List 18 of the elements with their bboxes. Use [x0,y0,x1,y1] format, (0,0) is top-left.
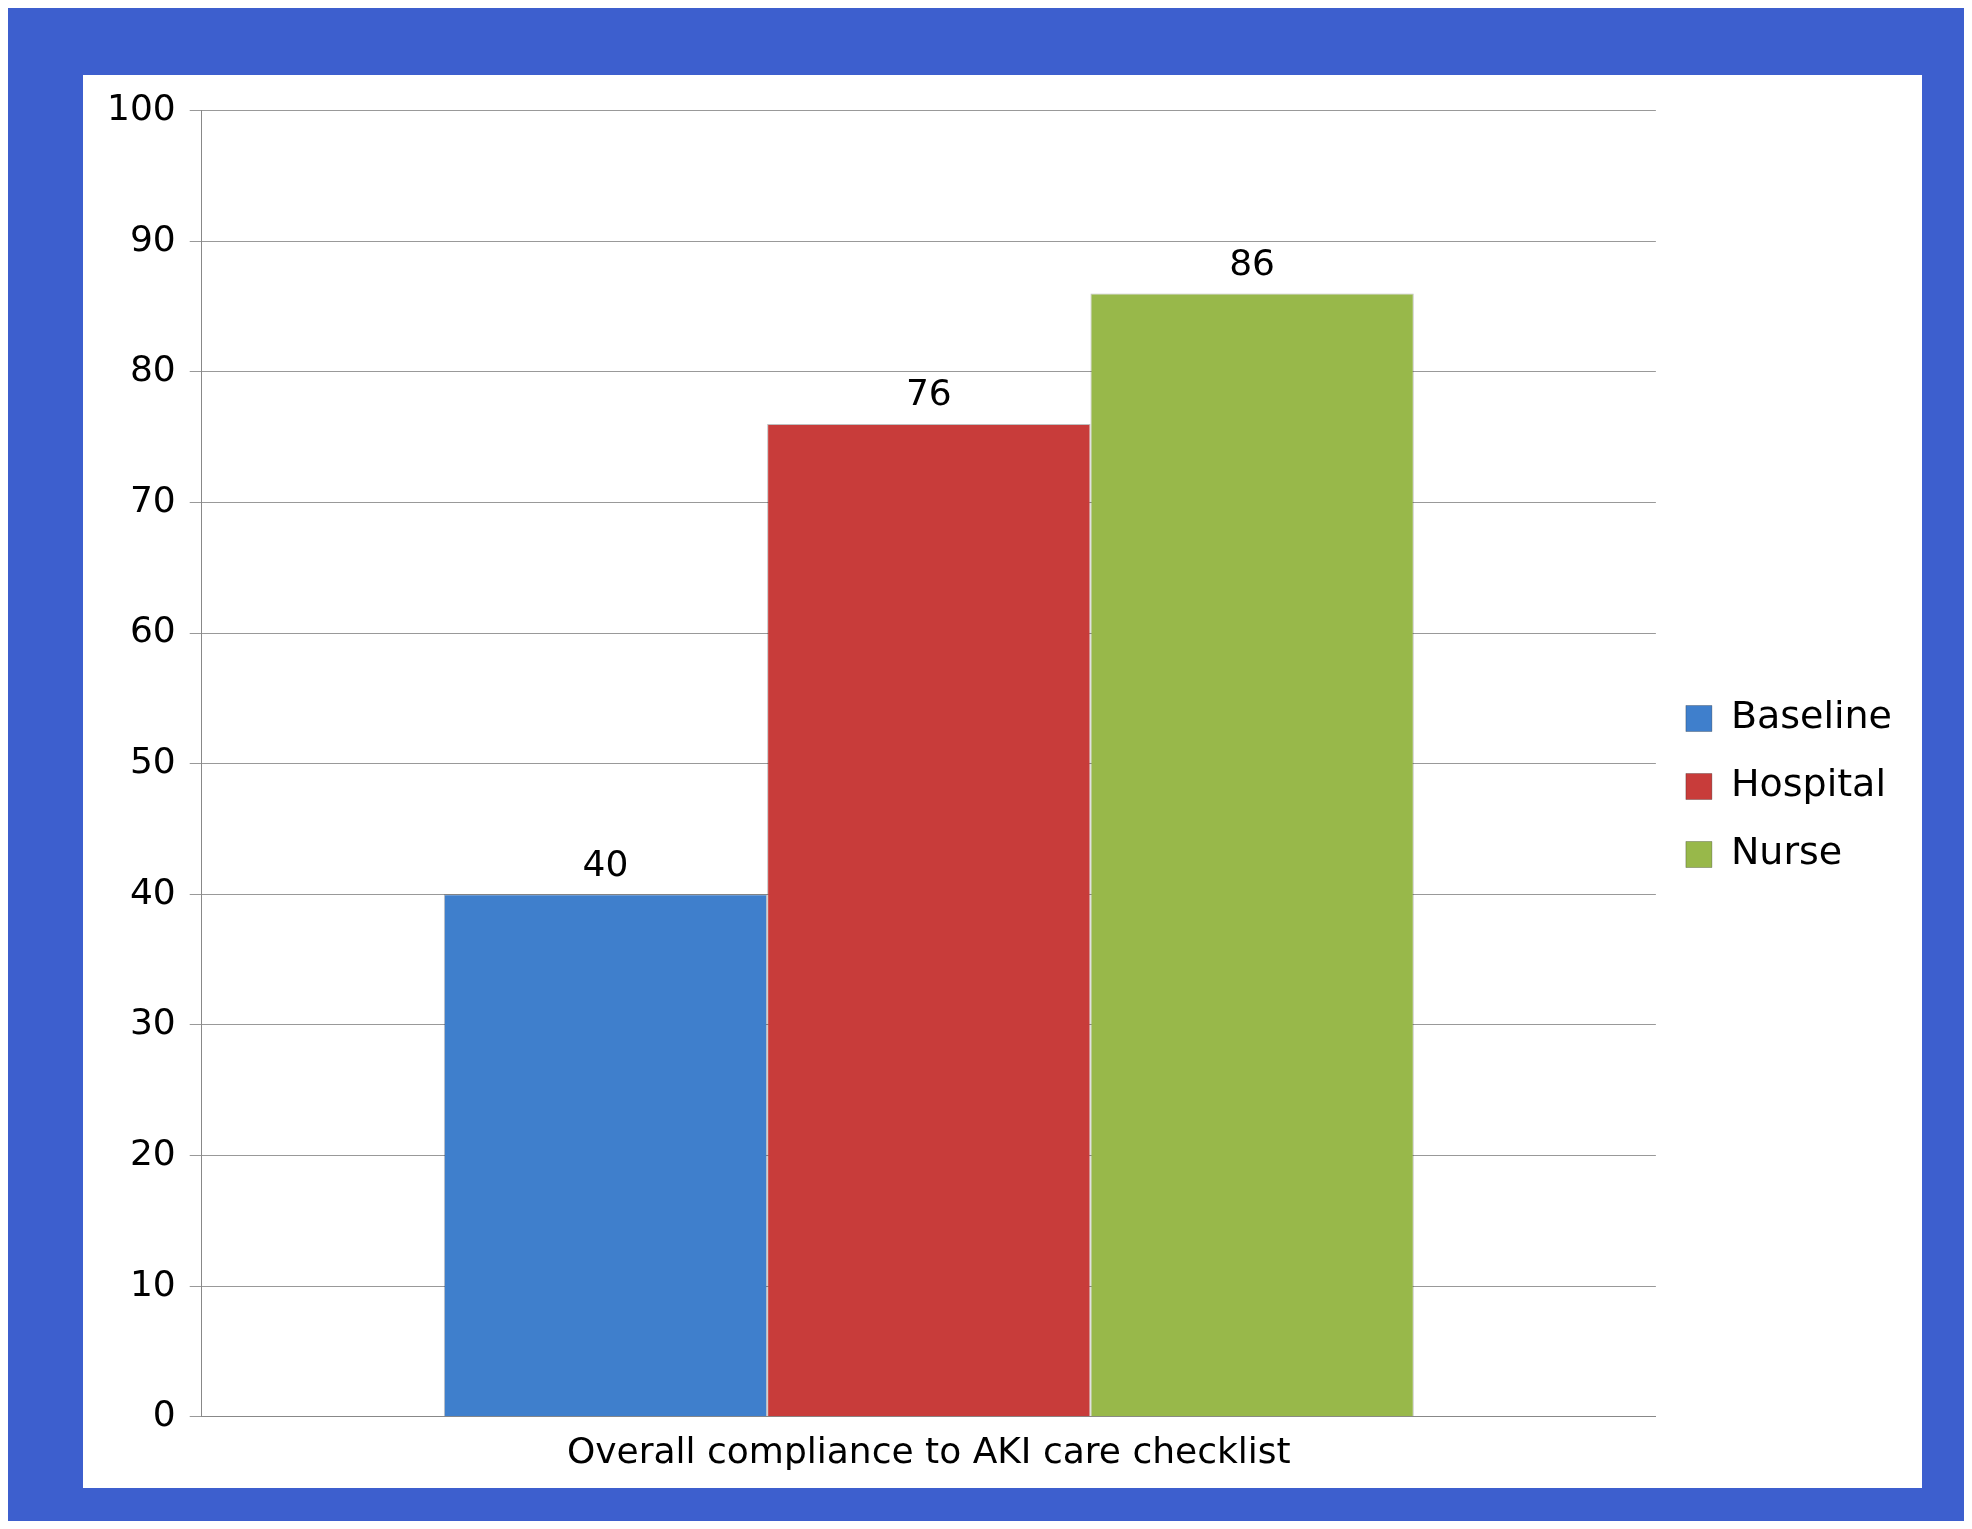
y-tick-label: 70 [129,478,176,520]
legend-label: Nurse [1730,829,1843,874]
data-label: 86 [1229,241,1276,283]
y-tick-label: 40 [129,870,176,912]
y-tick-label: 10 [129,1262,176,1304]
legend-label: Hospital [1730,761,1886,806]
y-tick-label: 0 [152,1393,176,1435]
y-tick-label: 100 [106,86,176,128]
y-tick-label: 50 [129,740,176,782]
data-label: 76 [905,372,952,414]
x-tick-label: Overall compliance to AKI care checklist [566,1429,1291,1471]
y-tick-label: 80 [129,348,176,390]
y-tick-label: 90 [129,217,176,259]
y-tick-label: 20 [129,1131,176,1173]
y-tick-label: 60 [129,609,176,651]
data-label: 40 [582,842,629,884]
y-tick-label: 30 [129,1001,176,1043]
legend-label: Baseline [1730,693,1893,738]
